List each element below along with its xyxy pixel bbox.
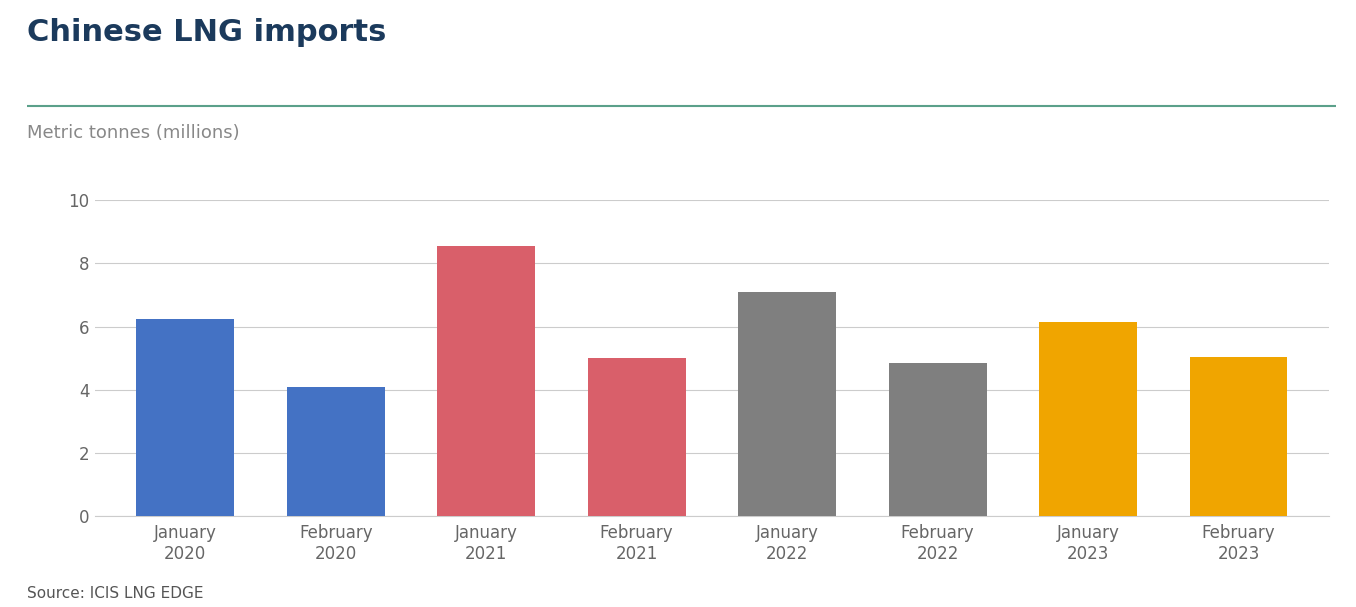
Bar (437, 246, 536, 516)
Text: Metric tonnes (millions): Metric tonnes (millions) (27, 124, 240, 143)
Text: Source: ICIS LNG EDGE: Source: ICIS LNG EDGE (27, 586, 203, 601)
Bar (888, 363, 987, 516)
Bar (137, 319, 235, 516)
Bar (738, 292, 837, 516)
Bar (587, 358, 686, 516)
Bar (1039, 322, 1138, 516)
Text: Chinese LNG imports: Chinese LNG imports (27, 18, 386, 47)
Bar (286, 387, 385, 516)
Bar (1189, 356, 1287, 516)
